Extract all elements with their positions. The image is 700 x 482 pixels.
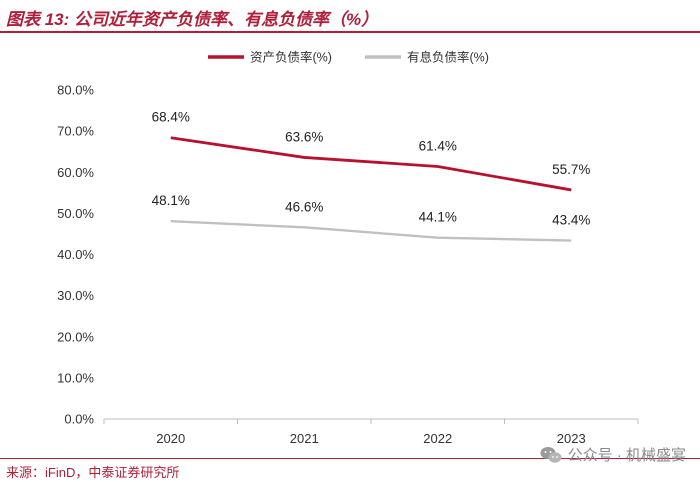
figure-header: 图表 13: 公司近年资产负债率、有息负债率（%） [0, 0, 700, 33]
data-label: 61.4% [419, 138, 457, 153]
watermark-text: 公众号 · 机械盛宴 [567, 447, 686, 464]
data-label: 68.4% [152, 110, 190, 125]
wechat-icon [540, 446, 562, 463]
data-label: 48.1% [152, 193, 190, 208]
x-tick-label: 2023 [557, 431, 586, 446]
series-line-2 [170, 219, 572, 242]
source-note: 来源：iFinD，中泰证券研究所 [6, 465, 180, 480]
watermark: 公众号 · 机械盛宴 [540, 444, 686, 465]
x-tick-label: 2022 [423, 431, 452, 446]
y-tick-label: 70.0% [57, 124, 94, 139]
legend-label-2: 有息负债率(%) [407, 50, 489, 65]
x-axis: 2020 2021 2022 2023 [103, 418, 639, 446]
y-tick-label: 50.0% [57, 206, 94, 221]
y-tick-label: 60.0% [57, 165, 94, 180]
y-tick-label: 30.0% [57, 288, 94, 303]
y-axis: 0.0% 10.0% 20.0% 30.0% 40.0% 50.0% 60.0% 70.0% 8… [57, 83, 94, 427]
footer-rule [0, 458, 700, 459]
series-line-1 [170, 136, 572, 192]
data-label: 55.7% [552, 162, 590, 177]
y-tick-label: 0.0% [64, 412, 94, 427]
data-label: 44.1% [419, 210, 457, 225]
data-label: 63.6% [285, 129, 323, 144]
legend-label-1: 资产负债率(%) [250, 50, 332, 65]
line-chart: 资产负债率(%) 有息负债率(%) 0.0% 10.0% 20.0% 30.0% 40.0… [57, 50, 639, 446]
y-tick-label: 20.0% [57, 329, 94, 344]
title-rule [0, 31, 700, 33]
data-label: 46.6% [285, 199, 323, 214]
figure-title: 图表 13: 公司近年资产负债率、有息负债率（%） [6, 10, 379, 29]
x-tick-label: 2021 [290, 431, 319, 446]
y-tick-label: 80.0% [57, 83, 94, 98]
series-group: 68.4% 63.6% 61.4% 55.7% 48.1% 46.6% 44.1% 43.4% [152, 110, 590, 242]
x-tick-label: 2020 [156, 431, 185, 446]
y-tick-label: 40.0% [57, 247, 94, 262]
y-tick-label: 10.0% [57, 370, 94, 385]
legend: 资产负债率(%) 有息负债率(%) [208, 50, 489, 65]
data-label: 43.4% [552, 213, 590, 228]
